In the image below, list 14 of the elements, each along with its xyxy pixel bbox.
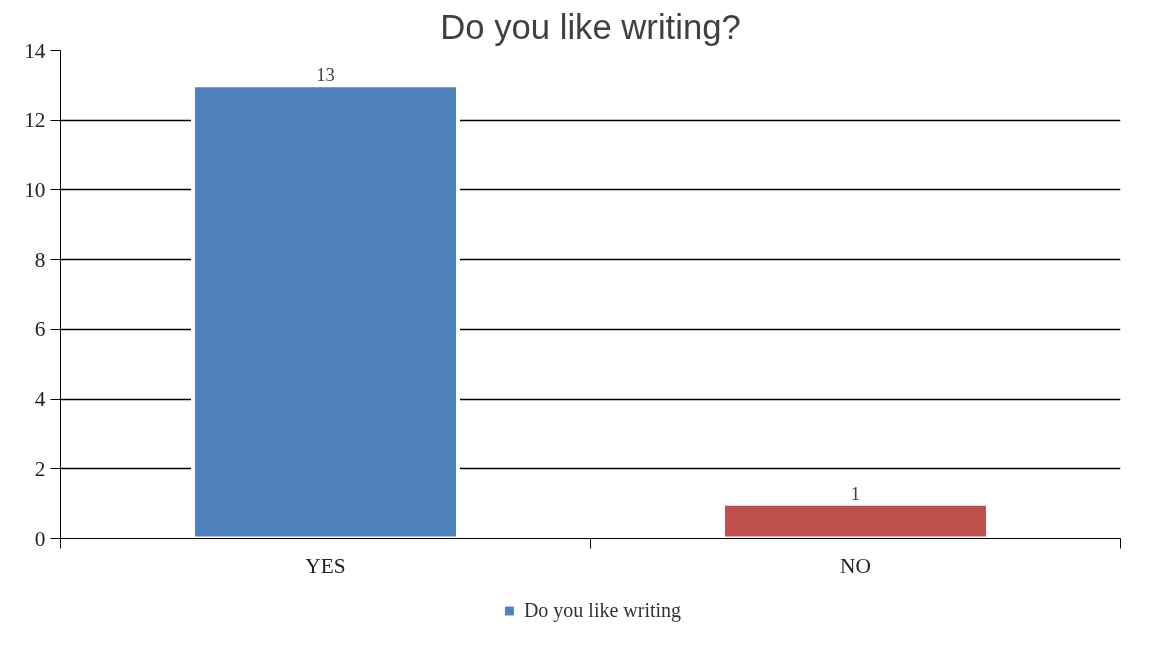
x-tick-label: NO [840, 553, 871, 578]
y-tick-label: 10 [24, 177, 46, 202]
y-tick-label: 2 [34, 456, 46, 481]
y-tick-label: 8 [34, 247, 46, 272]
y-tick-label: 12 [24, 108, 46, 133]
x-tick-label: YES [305, 553, 346, 578]
legend-label: Do you like writing [523, 598, 682, 622]
y-tick-label: 4 [34, 387, 46, 412]
chart-title: Do you like writing? [440, 7, 741, 46]
y-tick-label: 0 [34, 526, 46, 551]
y-tick-label: 6 [34, 317, 46, 342]
data-label: 13 [316, 64, 335, 86]
y-tick-label: 14 [24, 38, 46, 63]
data-label: 1 [850, 482, 861, 504]
